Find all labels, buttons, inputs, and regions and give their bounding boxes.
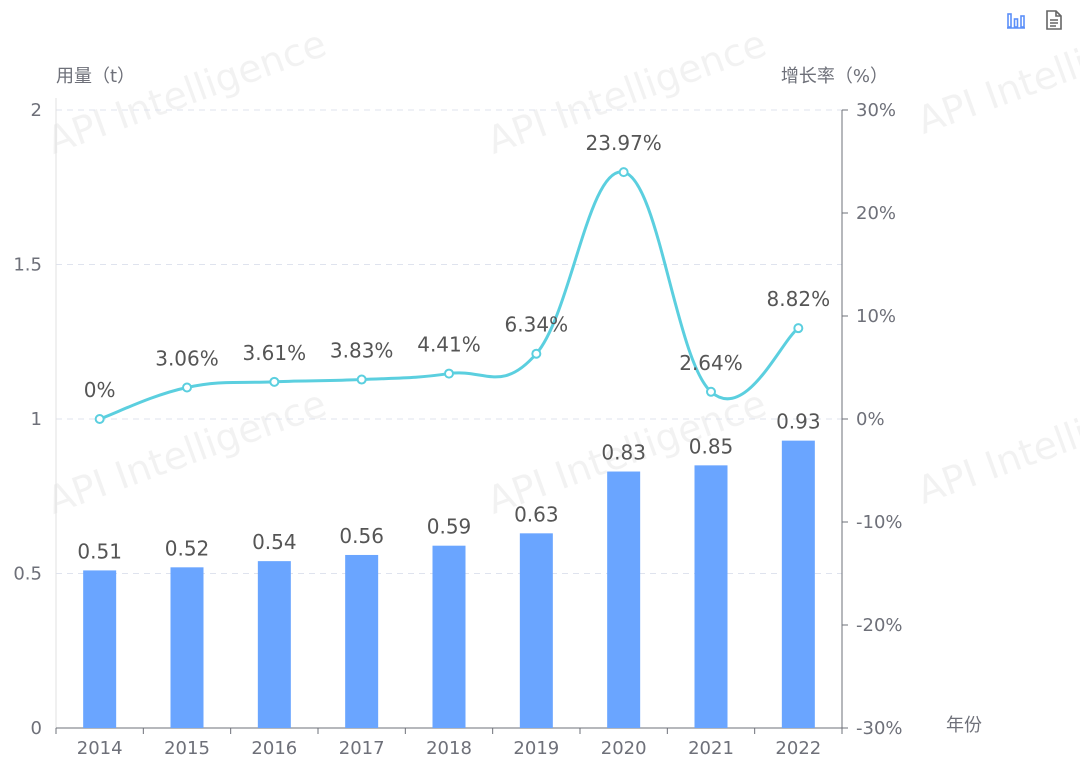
data-view-icon[interactable] (1042, 8, 1066, 32)
bar-value-label: 0.63 (514, 502, 559, 526)
bar (607, 471, 641, 728)
bar-value-label: 0.51 (77, 539, 122, 563)
bar (519, 533, 553, 728)
bar (694, 465, 728, 728)
y-right-tick-label: -20% (856, 615, 903, 636)
line-value-label: 6.34% (505, 313, 569, 337)
bar (83, 570, 117, 728)
line-value-label: 3.61% (243, 341, 307, 365)
x-tick-label: 2015 (164, 738, 210, 759)
line-value-label: 4.41% (417, 333, 481, 357)
y-right-tick-label: 20% (856, 203, 896, 224)
y-left-tick-label: 1.5 (13, 255, 42, 276)
bar (257, 561, 291, 728)
x-tick-label: 2017 (339, 738, 385, 759)
x-axis-name: 年份 (946, 715, 982, 736)
y-left-tick-label: 2 (31, 100, 42, 121)
bar-value-label: 0.54 (252, 530, 297, 554)
bar-value-label: 0.52 (165, 536, 210, 560)
line-point (182, 382, 192, 393)
bar-value-label: 0.59 (427, 515, 472, 539)
y-right-tick-label: 10% (856, 306, 896, 327)
y-left-tick-label: 0 (31, 718, 42, 739)
x-tick-label: 2018 (426, 738, 472, 759)
bar (781, 440, 815, 728)
chart-toolbar (1004, 8, 1066, 32)
x-tick-label: 2022 (775, 738, 821, 759)
bar-value-label: 0.56 (339, 524, 384, 548)
x-tick-label: 2021 (688, 738, 734, 759)
line-value-label: 3.83% (330, 339, 394, 363)
line-point (531, 348, 542, 359)
line-point (94, 414, 105, 424)
y-left-tick-label: 0.5 (13, 564, 42, 585)
x-tick-label: 2020 (601, 738, 647, 759)
y-left-tick-label: 1 (31, 409, 42, 430)
bar (432, 545, 466, 728)
line-point (706, 386, 716, 397)
line-value-label: 23.97% (586, 131, 662, 155)
y-right-tick-label: -10% (856, 512, 903, 533)
line-point (444, 368, 454, 379)
line-value-label: 3.06% (155, 346, 219, 370)
growth-rate-line (99, 170, 800, 421)
bar-value-label: 0.83 (601, 441, 646, 465)
line-point (356, 374, 367, 385)
bar-value-label: 0.85 (689, 434, 734, 458)
y-left-axis-name: 用量（t） (56, 66, 135, 87)
bar-value-label: 0.93 (776, 410, 821, 434)
bar-chart-icon[interactable] (1004, 8, 1028, 32)
y-right-tick-label: 0% (856, 409, 885, 430)
line-point (793, 323, 804, 334)
x-tick-label: 2019 (513, 738, 559, 759)
line-value-label: 0% (84, 378, 116, 402)
y-right-axis-name: 增长率（%） (781, 66, 888, 87)
bar (345, 554, 379, 728)
bar (170, 567, 204, 728)
line-point (269, 376, 280, 387)
y-right-tick-label: -30% (856, 718, 903, 739)
line-value-label: 8.82% (767, 287, 831, 311)
x-tick-label: 2014 (77, 738, 123, 759)
line-point (618, 167, 629, 178)
line-value-label: 2.64% (679, 351, 743, 375)
x-tick-label: 2016 (251, 738, 297, 759)
y-right-tick-label: 30% (856, 100, 896, 121)
